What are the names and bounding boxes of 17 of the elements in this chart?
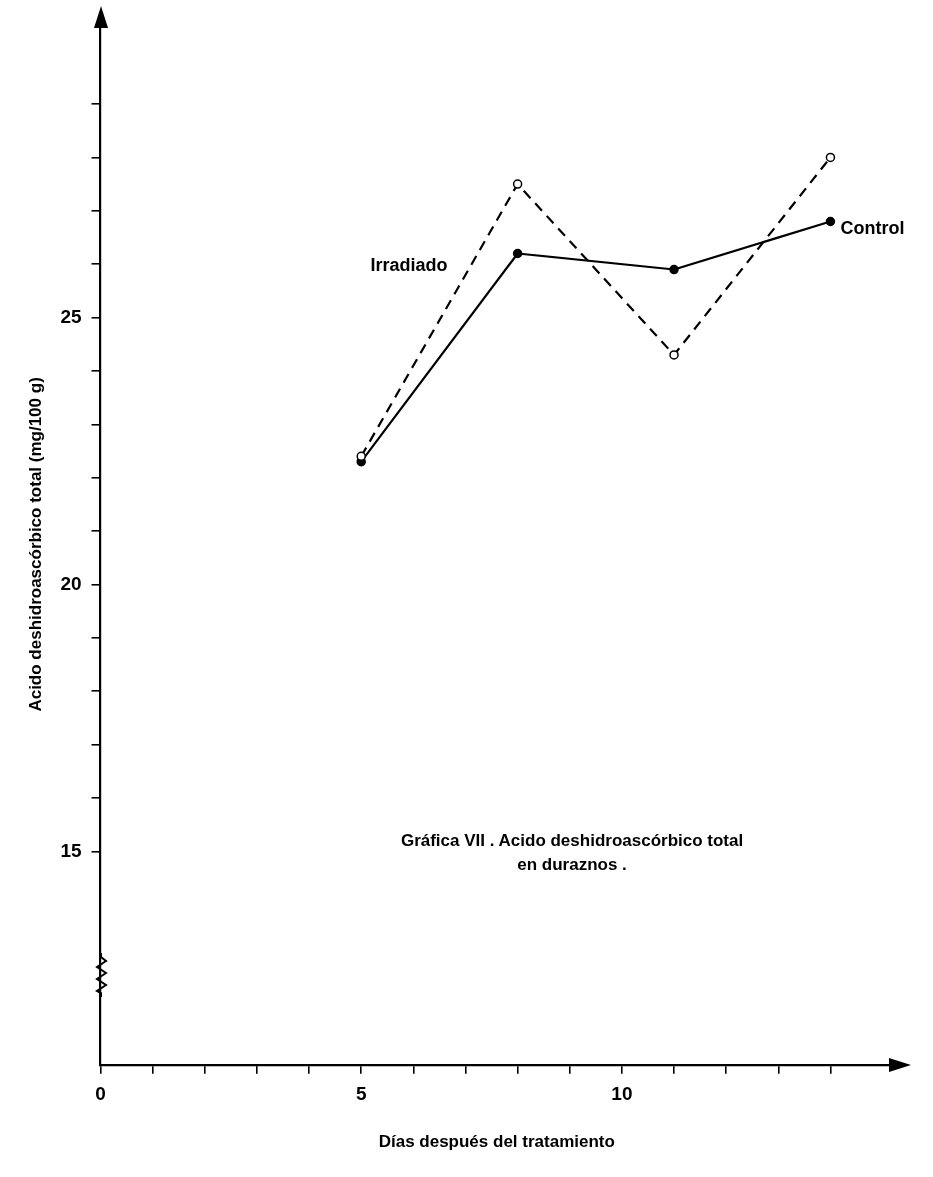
x-tick-label: 10 [611, 1083, 633, 1105]
point [512, 179, 523, 189]
point [825, 152, 836, 163]
x-tick-label: 5 [355, 1083, 367, 1105]
point [512, 248, 523, 259]
y-tick-label: 25 [60, 305, 82, 327]
y-axis-title: Acido deshidroascórbico total (mg/100 g) [25, 377, 45, 712]
y-tick-label: 15 [60, 839, 82, 861]
point [669, 264, 679, 275]
x-axis-title: Días después del tratamiento [378, 1132, 615, 1152]
point [669, 350, 679, 360]
annotation: Gráfica VII . Acido deshidroascórbico total en duraznos . [400, 831, 744, 875]
point [825, 216, 836, 227]
x-tick-label: 0 [95, 1083, 106, 1105]
y-tick-label: 20 [60, 572, 82, 594]
series-label: Irradiado [370, 254, 448, 275]
series-label: Control [840, 218, 905, 239]
